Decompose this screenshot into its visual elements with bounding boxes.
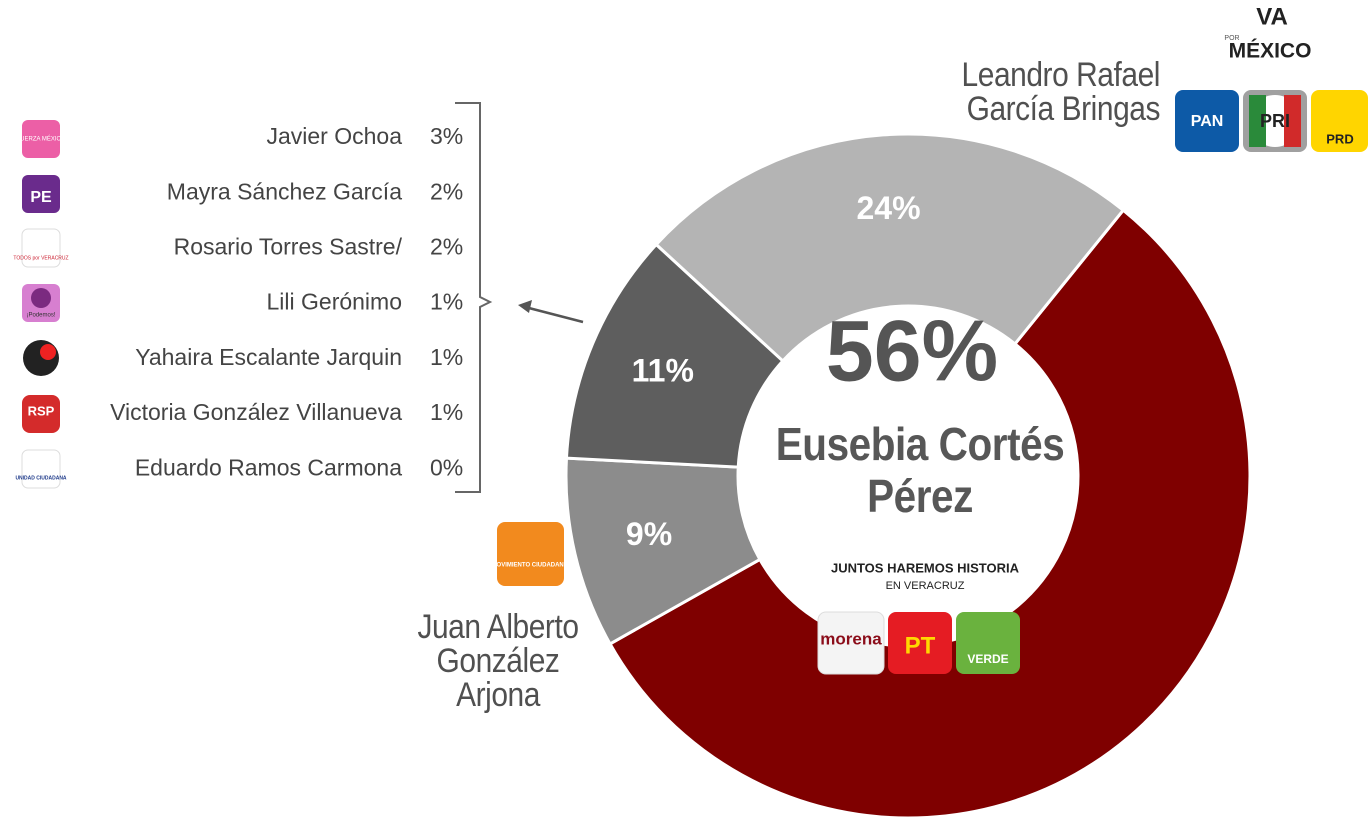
mc-text: MOVIMIENTO CIUDADANO xyxy=(492,563,569,569)
prd-text: PRD xyxy=(1326,131,1353,146)
other-candidate-value: 3% xyxy=(430,123,463,149)
other-candidate-value: 1% xyxy=(430,399,463,425)
pe-text: PE xyxy=(30,189,52,206)
coalition-sub: EN VERACRUZ xyxy=(886,580,965,592)
donut-segment xyxy=(654,132,1126,364)
arrow xyxy=(524,305,584,324)
value-label: 9% xyxy=(626,516,672,552)
pri-red xyxy=(1284,95,1301,147)
morena-text: morena xyxy=(820,629,882,648)
rsp-text: RSP xyxy=(28,403,55,418)
morena-logo xyxy=(817,611,885,675)
winner-name: Eusebia Cortés Pérez xyxy=(775,418,1065,522)
unidad-text: UNIDAD CIUDADANA xyxy=(15,475,66,481)
bracket xyxy=(455,102,493,493)
verde-text: VERDE xyxy=(967,652,1008,666)
other-candidate-value: 0% xyxy=(430,454,463,480)
other-candidate-name: Victoria González Villanueva xyxy=(110,399,402,425)
other-candidate-name: Eduardo Ramos Carmona xyxy=(135,454,402,480)
other-candidate-name: Yahaira Escalante Jarquin xyxy=(135,344,402,370)
other-candidate-value: 1% xyxy=(430,344,463,370)
other-candidate-value: 2% xyxy=(430,233,463,259)
other-candidate-value: 1% xyxy=(430,289,463,315)
mexico-text: MÉXICO xyxy=(1229,40,1312,63)
pan-logo xyxy=(1175,90,1239,152)
value-label: 24% xyxy=(856,190,920,226)
other-candidate-name: Javier Ochoa xyxy=(266,123,402,149)
rsp-logo xyxy=(22,395,60,433)
other-candidate-value: 2% xyxy=(430,178,463,204)
pe-logo xyxy=(22,175,60,213)
donut-segment xyxy=(564,242,785,469)
other-candidate-name: Rosario Torres Sastre/ xyxy=(174,233,403,259)
pri-text: PRI xyxy=(1260,111,1290,131)
yahaira-star xyxy=(40,344,56,360)
pt-text: PT xyxy=(905,632,936,659)
value-label: 56% xyxy=(826,304,998,400)
fuerza-text: FUERZA MÉXICO xyxy=(16,136,65,143)
arrow-head xyxy=(518,300,532,313)
other-candidate-name: Lili Gerónimo xyxy=(267,289,403,315)
podemos-text: ¡Podemos! xyxy=(26,313,55,319)
por-text: POR xyxy=(1224,35,1239,42)
va-text: VA xyxy=(1256,3,1288,30)
donut-segment xyxy=(607,208,1252,820)
podemos-circle xyxy=(31,288,51,308)
pan-text: PAN xyxy=(1191,113,1224,130)
prd-logo xyxy=(1311,90,1368,152)
verde-logo xyxy=(956,612,1020,674)
pt-logo xyxy=(888,612,952,674)
other-candidate-name: Mayra Sánchez García xyxy=(167,178,402,204)
candidate-name: Juan Alberto González Arjona xyxy=(417,608,579,714)
coalition-title: JUNTOS HAREMOS HISTORIA xyxy=(831,560,1020,575)
yahaira-logo xyxy=(23,340,59,376)
pri-green xyxy=(1249,95,1266,147)
todos-logo xyxy=(21,228,61,268)
candidate-name: Leandro Rafael García Bringas xyxy=(961,56,1161,128)
fuerza-logo xyxy=(22,120,60,158)
mc-logo xyxy=(497,522,564,586)
value-label: 11% xyxy=(632,352,694,388)
unidad-logo xyxy=(21,449,61,489)
todos-text: TODOS por VERACRUZ xyxy=(13,255,68,261)
